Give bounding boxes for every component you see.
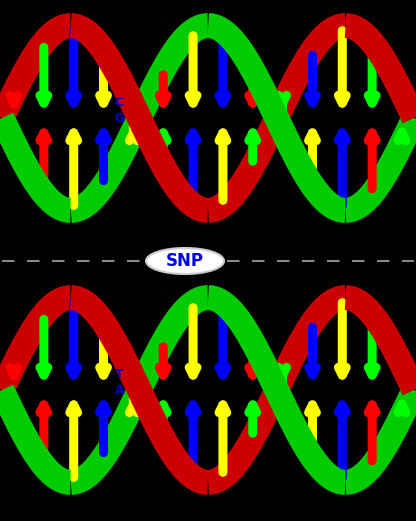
Text: SNP: SNP xyxy=(166,252,204,270)
Text: G: G xyxy=(114,112,124,125)
Text: T: T xyxy=(115,368,124,381)
Text: C: C xyxy=(115,96,124,109)
Text: A: A xyxy=(114,384,124,397)
Ellipse shape xyxy=(146,248,224,274)
